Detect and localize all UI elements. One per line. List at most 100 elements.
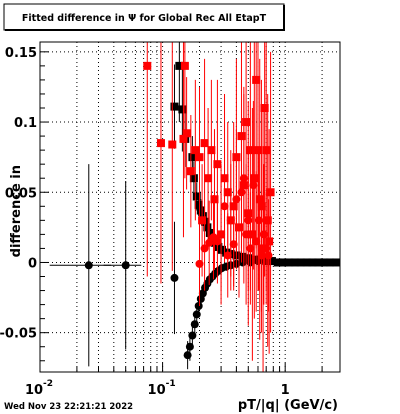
data-point <box>262 146 271 155</box>
y-axis-title: difference in <box>9 165 24 257</box>
data-point <box>255 195 264 204</box>
data-point <box>143 61 152 70</box>
y-tick-label: 0 <box>28 256 37 271</box>
data-point <box>262 244 271 253</box>
data-point <box>180 61 189 70</box>
data-point <box>204 174 213 183</box>
data-point <box>267 257 276 266</box>
data-point <box>156 139 165 148</box>
data-point <box>217 230 226 239</box>
data-point <box>213 160 222 169</box>
data-point <box>226 216 235 225</box>
tick-layer <box>39 51 323 372</box>
title-shadow-side <box>283 5 285 31</box>
data-point <box>285 258 294 267</box>
title-shadow <box>5 29 285 31</box>
data-point <box>263 216 272 225</box>
title-frame <box>3 3 285 31</box>
data-point <box>246 244 255 253</box>
data-point <box>296 258 305 267</box>
x-tick-label-exponent: -2 <box>43 379 53 389</box>
data-point <box>200 139 209 148</box>
data-point <box>244 216 253 225</box>
data-point <box>190 320 199 329</box>
data-point <box>178 105 187 114</box>
data-point <box>232 195 241 204</box>
data-point <box>314 258 323 267</box>
data-point <box>188 153 197 162</box>
data-point <box>253 146 262 155</box>
data-point <box>264 251 273 260</box>
footer-timestamp: Wed Nov 23 22:21:21 2022 <box>4 402 133 412</box>
data-point <box>192 192 201 201</box>
data-point <box>239 174 248 183</box>
data-point <box>207 146 216 155</box>
data-point <box>332 258 340 267</box>
data-point <box>170 102 179 111</box>
data-point <box>256 255 265 264</box>
data-point <box>325 258 334 267</box>
data-point <box>229 240 238 249</box>
title-box: Fitted difference in Ψ for Global Rec Al… <box>3 3 285 31</box>
data-point <box>290 258 299 267</box>
data-point <box>242 230 251 239</box>
data-point <box>320 258 329 267</box>
data-point <box>205 228 214 237</box>
y-tick-label: -0.05 <box>0 327 37 342</box>
plot-frame <box>39 41 341 373</box>
data-point <box>200 244 209 253</box>
data-point <box>205 238 214 247</box>
data-point <box>189 174 198 183</box>
data-point <box>203 223 212 232</box>
y-tick-label: 0.05 <box>5 186 37 201</box>
data-point <box>266 188 275 197</box>
data-point <box>248 230 257 239</box>
data-point <box>195 153 204 162</box>
x-tick-label: 1 <box>281 383 290 398</box>
data-point <box>179 134 188 143</box>
data-point <box>302 258 311 267</box>
data-point <box>254 216 263 225</box>
data-point <box>196 206 205 215</box>
data-point <box>210 195 219 204</box>
chart-title: Fitted difference in Ψ for Global Rec Al… <box>22 13 267 24</box>
x-tick-label: 10 <box>148 383 166 398</box>
data-point <box>170 273 179 282</box>
y-tick-label: 0.1 <box>14 116 37 131</box>
series-layer <box>49 42 340 372</box>
data-point <box>252 75 261 84</box>
data-point <box>220 202 229 211</box>
data-point <box>186 167 195 176</box>
data-point <box>260 104 269 112</box>
x-tick-label-exponent: -1 <box>166 379 176 389</box>
data-point <box>192 310 201 319</box>
data-point <box>194 302 203 310</box>
data-point <box>194 200 203 209</box>
data-point <box>246 146 255 155</box>
data-point <box>242 118 251 127</box>
data-point <box>217 245 226 254</box>
x-tick-label: 10 <box>25 383 43 398</box>
data-point <box>273 258 282 267</box>
data-point <box>195 259 204 268</box>
data-point <box>84 261 93 270</box>
data-point <box>213 237 222 246</box>
data-point <box>183 351 192 360</box>
data-point <box>238 252 247 261</box>
data-point <box>198 216 207 225</box>
series-3 <box>195 93 273 312</box>
data-point <box>252 237 261 246</box>
data-point <box>121 261 130 270</box>
data-point <box>198 212 207 221</box>
series-group <box>49 42 340 372</box>
x-axis-title: pT/|q| (GeV/c) <box>238 398 338 413</box>
data-point <box>279 258 288 267</box>
data-point <box>223 188 232 197</box>
data-point <box>223 251 232 260</box>
data-point <box>168 140 177 149</box>
y-tick-label: 0.15 <box>5 46 37 61</box>
data-point <box>182 129 191 138</box>
data-point <box>265 237 274 246</box>
